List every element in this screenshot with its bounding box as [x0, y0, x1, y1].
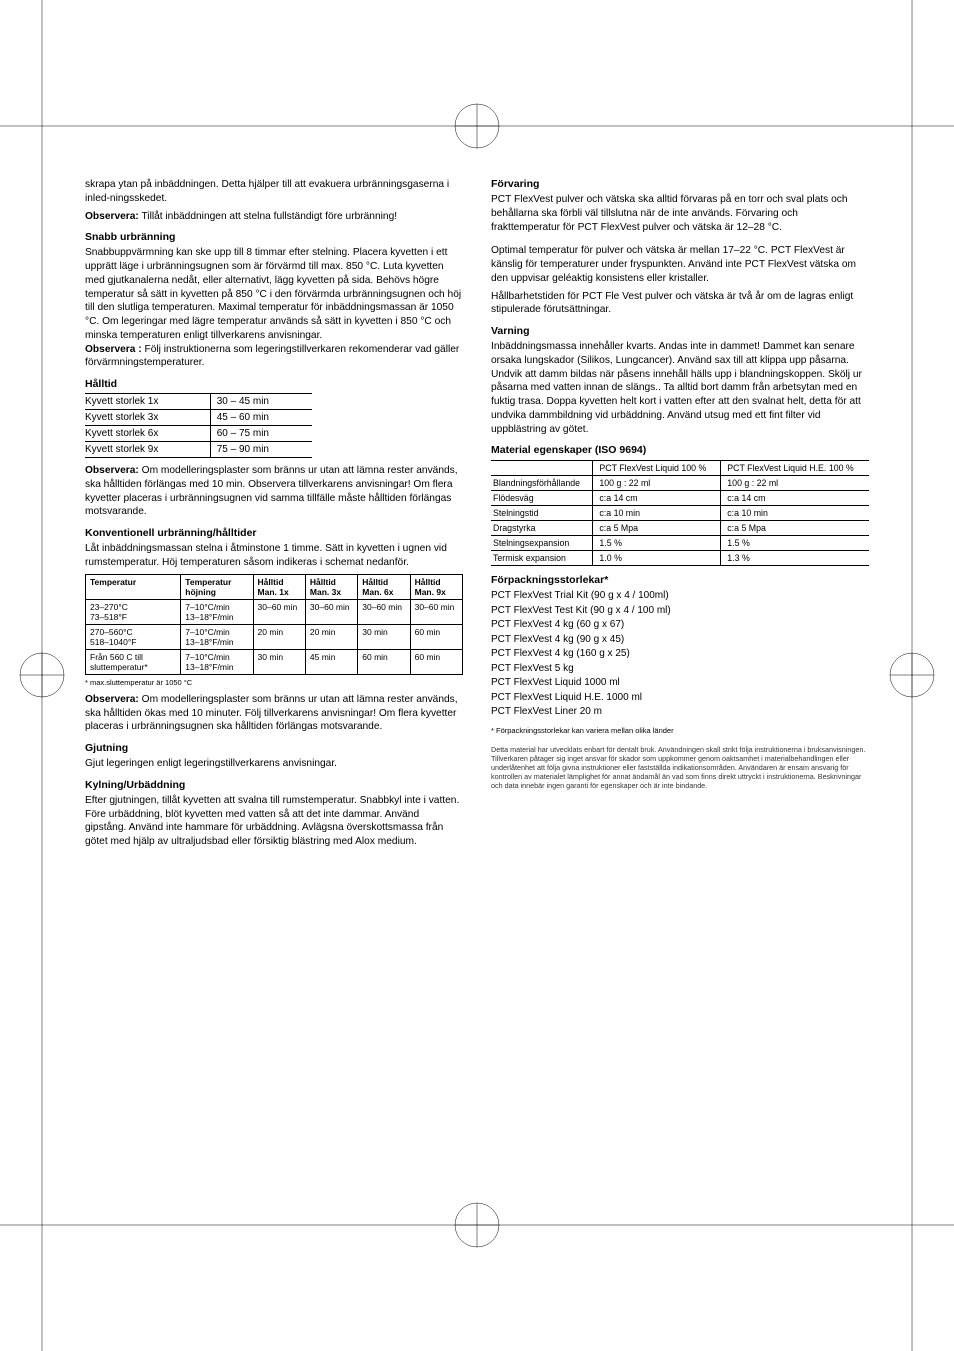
crop-mark-top [0, 96, 954, 156]
list-item: PCT FlexVest 5 kg [491, 662, 869, 677]
temperature-table: TemperaturTemperatur höjningHålltid Man.… [85, 574, 463, 675]
para-gjutning: Gjut legeringen enligt legeringstillverk… [85, 757, 463, 771]
table-row: 23–270°C 73–518°F7–10°C/min 13–18°F/min3… [86, 599, 463, 624]
heading-material: Material egenskaper (ISO 9694) [491, 444, 869, 456]
list-item: PCT FlexVest Liner 20 m [491, 705, 869, 720]
list-item: PCT FlexVest 4 kg (60 g x 67) [491, 618, 869, 633]
table-row: Kyvett storlek 6x60 – 75 min [85, 426, 312, 442]
heading-kylning: Kylning/Urbäddning [85, 779, 463, 791]
hold-time-table: Kyvett storlek 1x30 – 45 min Kyvett stor… [85, 393, 312, 458]
table-row: 270–560°C 518–1040°F7–10°C/min 13–18°F/m… [86, 624, 463, 649]
list-item: PCT FlexVest Liquid 1000 ml [491, 676, 869, 691]
disclaimer-text: Detta material har utvecklats enbart för… [491, 745, 869, 790]
para-varning: Inbäddningsmassa innehåller kvarts. Anda… [491, 340, 869, 436]
table-header-row: PCT FlexVest Liquid 100 %PCT FlexVest Li… [491, 461, 869, 476]
table-row: Stelningsexpansion1.5 %1.5 % [491, 536, 869, 551]
table-row: Flödesvägc:a 14 cmc:a 14 cm [491, 491, 869, 506]
para-snabb: Snabbuppvärmning kan ske upp till 8 timm… [85, 246, 463, 342]
table-row: Dragstyrkac:a 5 Mpac:a 5 Mpa [491, 521, 869, 536]
list-item: PCT FlexVest Test Kit (90 g x 4 / 100 ml… [491, 604, 869, 619]
heading-konventionell: Konventionell urbränning/hålltider [85, 527, 463, 539]
table-row: Från 560 C till sluttemperatur*7–10°C/mi… [86, 649, 463, 674]
pack-list: PCT FlexVest Trial Kit (90 g x 4 / 100ml… [491, 589, 869, 720]
table-row: Blandningsförhållande100 g : 22 ml100 g … [491, 476, 869, 491]
material-properties-table: PCT FlexVest Liquid 100 %PCT FlexVest Li… [491, 460, 869, 566]
heading-varning: Varning [491, 325, 869, 337]
left-column: skrapa ytan på inbäddningen. Detta hjälp… [85, 178, 463, 853]
temp-footnote: * max.sluttemperatur är 1050 °C [85, 678, 463, 687]
crop-mark-left [12, 0, 72, 1351]
pack-footnote: * Förpackningsstorlekar kan variera mell… [491, 726, 869, 735]
heading-halltid: Hålltid [85, 378, 463, 390]
para-forvaring-2: Optimal temperatur för pulver och vätska… [491, 244, 869, 285]
table-row: Kyvett storlek 3x45 – 60 min [85, 410, 312, 426]
right-column: Förvaring PCT FlexVest pulver och vätska… [491, 178, 869, 853]
list-item: PCT FlexVest 4 kg (90 g x 45) [491, 633, 869, 648]
table-row: Kyvett storlek 9x75 – 90 min [85, 442, 312, 458]
table-row: Kyvett storlek 1x30 – 45 min [85, 394, 312, 410]
page-content: skrapa ytan på inbäddningen. Detta hjälp… [85, 178, 869, 853]
para-snabb-note: Observera : Följ instruktionerna som leg… [85, 343, 463, 371]
para-kylning: Efter gjutningen, tillåt kyvetten att sv… [85, 794, 463, 849]
para-observera-1: Observera: Tillåt inbäddningen att steln… [85, 210, 463, 224]
heading-forvaring: Förvaring [491, 178, 869, 190]
para-observera-2: Observera: Om modelleringsplaster som br… [85, 464, 463, 519]
para-intro: skrapa ytan på inbäddningen. Detta hjälp… [85, 178, 463, 206]
table-row: Termisk expansion1.0 %1.3 % [491, 551, 869, 566]
table-row: Stelningstidc:a 10 minc:a 10 min [491, 506, 869, 521]
list-item: PCT FlexVest Liquid H.E. 1000 ml [491, 691, 869, 706]
heading-gjutning: Gjutning [85, 742, 463, 754]
list-item: PCT FlexVest Trial Kit (90 g x 4 / 100ml… [491, 589, 869, 604]
crop-mark-right [882, 0, 942, 1351]
heading-forpackning: Förpackningsstorlekar* [491, 574, 869, 586]
heading-snabb: Snabb urbränning [85, 231, 463, 243]
list-item: PCT FlexVest 4 kg (160 g x 25) [491, 647, 869, 662]
para-forvaring-3: Hållbarhetstiden för PCT Fle Vest pulver… [491, 290, 869, 318]
para-observera-3: Observera: Om modelleringsplaster som br… [85, 693, 463, 734]
crop-mark-bottom [0, 1195, 954, 1255]
table-header-row: TemperaturTemperatur höjningHålltid Man.… [86, 574, 463, 599]
para-konv: Låt inbäddningsmassan stelna i åtminston… [85, 542, 463, 570]
para-forvaring-1: PCT FlexVest pulver och vätska ska allti… [491, 193, 869, 234]
